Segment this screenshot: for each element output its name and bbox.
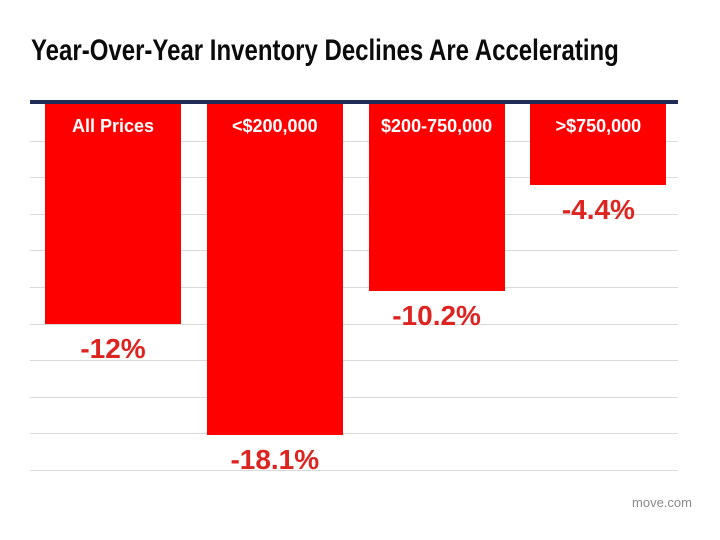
bar-2: <$200,000 — [206, 104, 343, 436]
gridline — [30, 323, 678, 325]
gridline — [30, 360, 678, 362]
baseline-axis — [30, 100, 678, 104]
bar-3: $200-750,000 — [368, 104, 505, 291]
bar-category-label: $200-750,000 — [381, 116, 493, 136]
bar-1: All Prices — [45, 104, 181, 324]
attribution-source: move.com — [632, 495, 692, 510]
bar-category-label: All Prices — [71, 116, 155, 136]
gridline — [30, 396, 678, 398]
chart-title: Year-Over-Year Inventory Declines Are Ac… — [31, 34, 619, 67]
bar-4: >$750,000 — [530, 104, 667, 185]
gridline — [30, 470, 678, 471]
bar-value-label: -12% — [80, 332, 146, 364]
gridline — [30, 433, 678, 435]
gridline — [30, 287, 678, 288]
bar-value-label: -18.1% — [230, 444, 320, 476]
gridline — [30, 177, 678, 179]
gridline — [30, 140, 678, 142]
chart-area: All Prices -12% <$200,000 -18.1% $200-750,00… — [30, 100, 678, 475]
bar-value-label: -10.2% — [392, 299, 481, 331]
gridline — [30, 213, 678, 215]
bar-category-label: <$200,000 — [232, 116, 318, 136]
bar-value-label: -4.4% — [561, 193, 635, 225]
gridline — [30, 250, 678, 252]
bar-category-label: >$750,000 — [555, 116, 642, 136]
